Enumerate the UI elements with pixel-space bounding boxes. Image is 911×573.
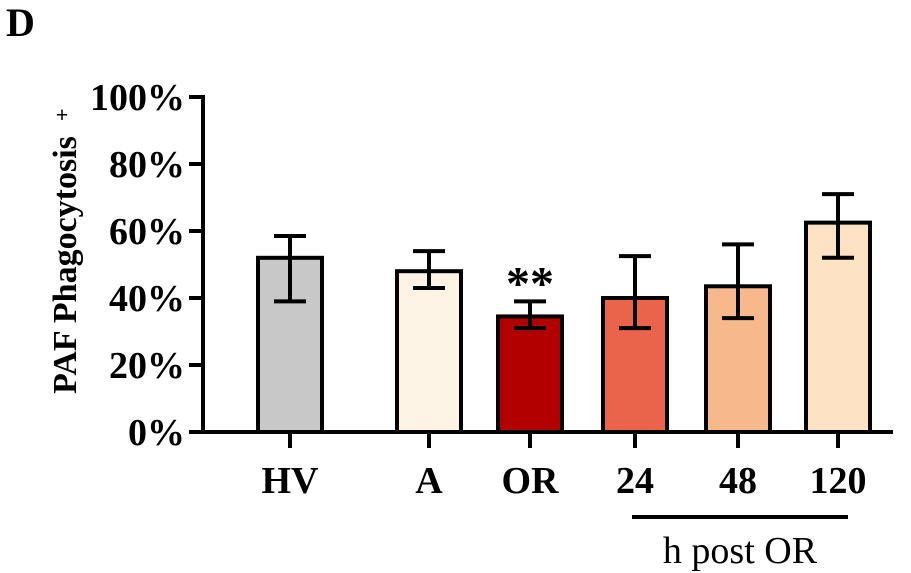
- y-tick-label: 80%: [109, 144, 185, 186]
- annotations-layer: **: [506, 257, 554, 310]
- x-tick-label-a: A: [415, 460, 443, 502]
- y-axis: 0% 20% 40% 60% 80% 100%: [90, 77, 205, 454]
- y-tick-label: 20%: [109, 345, 185, 387]
- x-tick-label-48: 48: [719, 460, 757, 502]
- x-tick-label-or: OR: [502, 460, 560, 502]
- y-axis-label-group: PAF Phagocytosis +: [47, 102, 84, 394]
- bar-or: [496, 314, 564, 434]
- x-tick-label-120: 120: [810, 460, 867, 502]
- bar-a: [395, 269, 463, 435]
- y-tick-label: 100%: [90, 77, 185, 119]
- x-tick-label-24: 24: [616, 460, 654, 502]
- x-axis: HV A OR 24 48 120: [201, 430, 893, 502]
- panel-label: D: [6, 0, 35, 45]
- error-bars-layer: [274, 192, 854, 331]
- bars-layer: [256, 220, 872, 435]
- y-axis-label-superscript: +: [56, 102, 69, 127]
- group-bracket: h post OR: [632, 515, 848, 572]
- y-tick-label: 40%: [109, 278, 185, 320]
- x-tick-label-hv: HV: [262, 460, 320, 502]
- y-tick-label: 60%: [109, 211, 185, 253]
- y-tick-label: 0%: [128, 412, 185, 454]
- significance-marker: **: [506, 257, 554, 310]
- y-axis-label: PAF Phagocytosis: [47, 136, 84, 394]
- group-bracket-label: h post OR: [663, 530, 818, 572]
